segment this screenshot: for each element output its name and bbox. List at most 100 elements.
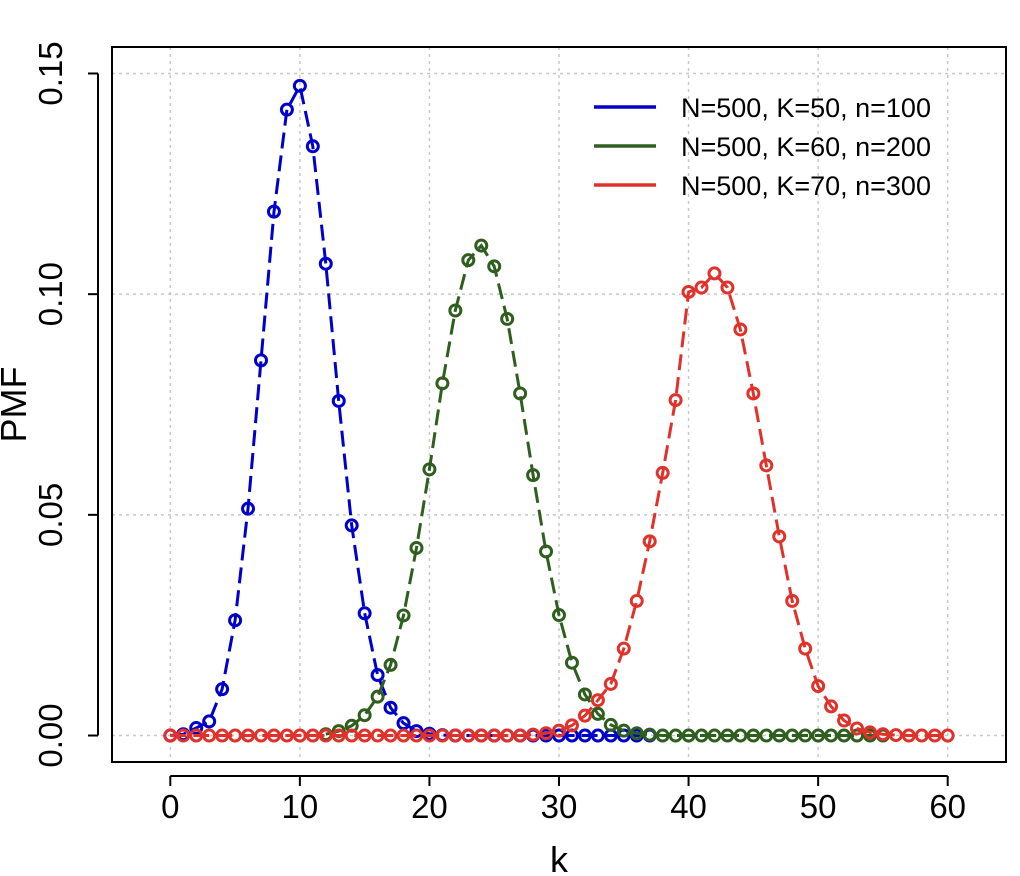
data-point bbox=[318, 256, 333, 271]
data-point bbox=[513, 728, 528, 743]
data-point bbox=[642, 727, 657, 742]
data-point bbox=[590, 693, 605, 708]
data-point bbox=[409, 724, 424, 739]
data-point bbox=[888, 728, 903, 743]
data-point bbox=[241, 728, 256, 743]
data-point bbox=[279, 728, 294, 743]
grid-lines bbox=[112, 47, 1006, 762]
data-point bbox=[629, 726, 644, 741]
data-point bbox=[798, 728, 813, 743]
data-point bbox=[539, 726, 554, 741]
series-3 bbox=[163, 266, 955, 743]
data-point bbox=[733, 322, 748, 337]
data-point bbox=[642, 534, 657, 549]
data-point bbox=[798, 641, 813, 656]
data-point bbox=[241, 501, 256, 516]
data-point bbox=[564, 718, 579, 733]
data-point bbox=[850, 721, 864, 736]
series-line bbox=[325, 243, 883, 737]
data-point bbox=[875, 727, 890, 742]
legend-label: N=500, K=50, n=100 bbox=[681, 93, 931, 123]
data-point bbox=[189, 728, 204, 743]
data-point bbox=[837, 728, 852, 743]
data-point bbox=[189, 721, 204, 736]
data-point bbox=[668, 728, 683, 743]
data-point bbox=[655, 728, 670, 743]
data-point bbox=[461, 728, 476, 743]
data-point bbox=[668, 393, 683, 408]
x-tick-label: 40 bbox=[670, 788, 707, 825]
data-point bbox=[720, 280, 735, 295]
data-point bbox=[305, 139, 320, 154]
legend-label: N=500, K=60, n=200 bbox=[681, 132, 931, 162]
data-point bbox=[344, 728, 359, 743]
data-point bbox=[331, 393, 346, 408]
data-point bbox=[720, 728, 735, 743]
data-point bbox=[901, 728, 916, 743]
data-point bbox=[927, 728, 942, 743]
data-point bbox=[435, 376, 450, 391]
data-point bbox=[837, 713, 852, 728]
data-point bbox=[759, 728, 774, 743]
data-point bbox=[500, 311, 515, 326]
data-point bbox=[759, 458, 774, 473]
x-tick-label: 20 bbox=[411, 788, 448, 825]
data-point bbox=[526, 727, 541, 742]
data-point bbox=[487, 728, 502, 743]
data-point bbox=[357, 606, 372, 621]
data-point bbox=[396, 728, 411, 743]
data-point bbox=[383, 657, 398, 672]
x-tick-label: 10 bbox=[282, 788, 319, 825]
data-point bbox=[694, 280, 709, 295]
data-point bbox=[331, 728, 346, 743]
axes: 0 10 20 30 40 50 60 0.00 0.05 0.10 0.15 bbox=[32, 41, 966, 825]
data-point bbox=[733, 728, 748, 743]
data-point bbox=[552, 723, 566, 738]
data-point bbox=[526, 468, 541, 483]
data-point bbox=[914, 728, 929, 743]
legend-label: N=500, K=70, n=300 bbox=[681, 171, 931, 201]
data-point bbox=[228, 728, 243, 743]
y-tick-label: 0.15 bbox=[32, 41, 69, 105]
data-point bbox=[474, 728, 489, 743]
data-point bbox=[811, 728, 826, 743]
data-point bbox=[396, 608, 411, 623]
data-series bbox=[163, 78, 955, 743]
data-point bbox=[383, 700, 398, 715]
data-point bbox=[305, 728, 320, 743]
data-point bbox=[370, 668, 385, 683]
data-point bbox=[552, 728, 566, 743]
data-point bbox=[370, 689, 385, 704]
data-point bbox=[422, 462, 437, 477]
data-point bbox=[228, 613, 243, 628]
data-point bbox=[785, 728, 800, 743]
data-point bbox=[357, 708, 372, 723]
data-point bbox=[707, 266, 722, 281]
data-point bbox=[862, 725, 877, 740]
data-point bbox=[707, 728, 722, 743]
data-point bbox=[344, 518, 359, 533]
data-point bbox=[279, 102, 294, 117]
data-point bbox=[487, 259, 502, 274]
data-point bbox=[694, 728, 709, 743]
data-point bbox=[577, 728, 592, 743]
data-point bbox=[370, 728, 385, 743]
data-point bbox=[564, 655, 579, 670]
data-point bbox=[292, 728, 307, 743]
series-line bbox=[170, 271, 948, 737]
data-point bbox=[603, 717, 618, 732]
data-point bbox=[655, 465, 670, 480]
data-point bbox=[215, 728, 230, 743]
data-point bbox=[254, 728, 268, 743]
data-point bbox=[603, 676, 618, 691]
x-axis-label: k bbox=[550, 839, 569, 876]
data-point bbox=[513, 386, 528, 401]
data-point bbox=[357, 728, 372, 743]
data-point bbox=[422, 728, 437, 743]
data-point bbox=[772, 728, 787, 743]
series-line bbox=[170, 81, 650, 737]
x-tick-label: 0 bbox=[161, 788, 179, 825]
data-point bbox=[539, 544, 554, 559]
data-point bbox=[811, 679, 826, 694]
data-point bbox=[577, 687, 592, 702]
